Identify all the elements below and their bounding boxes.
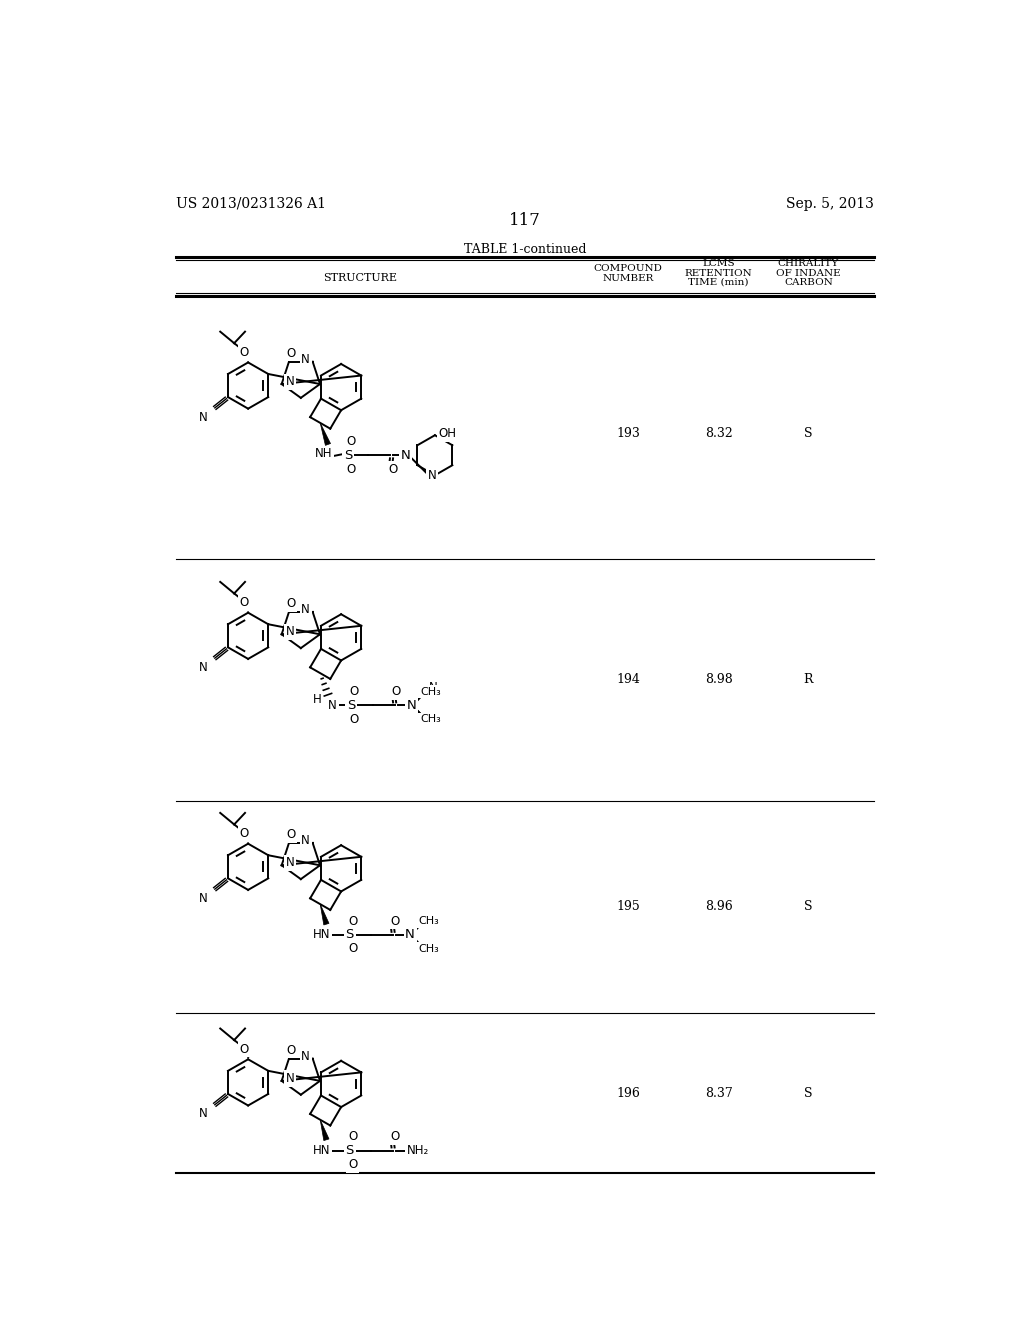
Text: O: O xyxy=(391,685,400,698)
Text: 195: 195 xyxy=(616,900,640,913)
Text: S: S xyxy=(345,928,354,941)
Text: O: O xyxy=(388,462,397,475)
Text: CH₃: CH₃ xyxy=(419,916,439,927)
Text: US 2013/0231326 A1: US 2013/0231326 A1 xyxy=(176,197,326,211)
Text: LCMS: LCMS xyxy=(702,260,735,268)
Text: O: O xyxy=(348,942,357,956)
Text: NH₂: NH₂ xyxy=(407,1144,429,1158)
Text: COMPOUND: COMPOUND xyxy=(594,264,663,273)
Text: TABLE 1-continued: TABLE 1-continued xyxy=(464,243,586,256)
Polygon shape xyxy=(321,1119,329,1140)
Text: O: O xyxy=(348,1158,357,1171)
Text: N: N xyxy=(286,857,295,870)
Text: O: O xyxy=(240,346,249,359)
Text: N: N xyxy=(429,681,437,693)
Text: N: N xyxy=(400,449,411,462)
Polygon shape xyxy=(321,904,329,925)
Text: 117: 117 xyxy=(509,213,541,230)
Text: HN: HN xyxy=(313,928,331,941)
Text: N: N xyxy=(301,1049,310,1063)
Text: 8.37: 8.37 xyxy=(705,1086,732,1100)
Text: O: O xyxy=(240,828,249,841)
Text: O: O xyxy=(286,597,295,610)
Text: N: N xyxy=(199,661,208,675)
Text: N: N xyxy=(199,892,208,906)
Text: N: N xyxy=(429,715,437,729)
Text: O: O xyxy=(240,1043,249,1056)
Text: N: N xyxy=(427,469,436,482)
Text: CH₃: CH₃ xyxy=(420,686,440,697)
Text: CH₃: CH₃ xyxy=(419,944,439,954)
Text: O: O xyxy=(240,597,249,610)
Text: O: O xyxy=(349,685,359,698)
Text: 196: 196 xyxy=(616,1086,640,1100)
Text: 8.96: 8.96 xyxy=(705,900,732,913)
Text: CARBON: CARBON xyxy=(784,279,833,286)
Text: S: S xyxy=(345,1144,354,1158)
Text: OH: OH xyxy=(438,428,457,440)
Text: N: N xyxy=(301,603,310,616)
Text: N: N xyxy=(407,700,417,711)
Text: R: R xyxy=(804,673,813,686)
Text: O: O xyxy=(390,1130,399,1143)
Text: S: S xyxy=(804,1086,813,1100)
Text: N: N xyxy=(199,1107,208,1121)
Text: S: S xyxy=(804,426,813,440)
Text: CHIRALITY: CHIRALITY xyxy=(778,260,839,268)
Text: N: N xyxy=(301,834,310,847)
Text: O: O xyxy=(346,462,355,475)
Text: O: O xyxy=(390,915,399,928)
Text: RETENTION: RETENTION xyxy=(685,269,753,277)
Text: H: H xyxy=(312,693,322,706)
Text: N: N xyxy=(406,928,415,941)
Text: N: N xyxy=(286,1072,295,1085)
Text: 193: 193 xyxy=(616,426,640,440)
Text: N: N xyxy=(301,352,310,366)
Text: TIME (min): TIME (min) xyxy=(688,279,749,286)
Text: HN: HN xyxy=(313,1144,331,1158)
Text: N: N xyxy=(286,375,295,388)
Text: O: O xyxy=(286,828,295,841)
Text: STRUCTURE: STRUCTURE xyxy=(324,273,397,282)
Text: O: O xyxy=(349,713,359,726)
Text: S: S xyxy=(347,700,355,711)
Text: NH: NH xyxy=(314,447,332,461)
Polygon shape xyxy=(321,422,331,445)
Text: N: N xyxy=(199,411,208,424)
Text: S: S xyxy=(344,449,352,462)
Text: O: O xyxy=(346,434,355,447)
Text: O: O xyxy=(286,347,295,359)
Text: O: O xyxy=(286,1044,295,1056)
Text: 8.98: 8.98 xyxy=(705,673,732,686)
Text: CH₃: CH₃ xyxy=(420,714,440,725)
Text: O: O xyxy=(348,1130,357,1143)
Text: S: S xyxy=(804,900,813,913)
Text: 8.32: 8.32 xyxy=(705,426,732,440)
Text: NUMBER: NUMBER xyxy=(602,275,653,282)
Text: OF INDANE: OF INDANE xyxy=(776,269,841,277)
Text: Sep. 5, 2013: Sep. 5, 2013 xyxy=(785,197,873,211)
Text: N: N xyxy=(286,626,295,639)
Text: N: N xyxy=(329,700,337,711)
Text: 194: 194 xyxy=(616,673,640,686)
Text: O: O xyxy=(348,915,357,928)
